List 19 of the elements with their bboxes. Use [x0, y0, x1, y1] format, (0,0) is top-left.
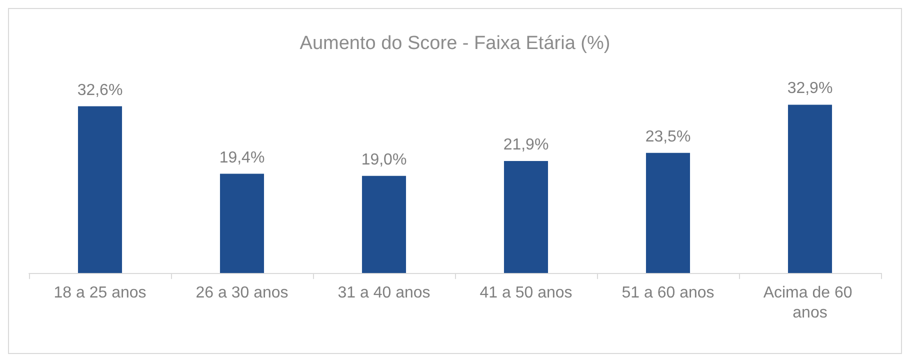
- x-tick-label: Acima de 60 anos: [763, 284, 857, 322]
- data-label: 19,4%: [219, 149, 265, 166]
- x-tick-label: 26 a 30 anos: [196, 284, 288, 302]
- chart-title: Aumento do Score - Faixa Etária (%): [300, 33, 610, 54]
- bar: [788, 104, 832, 273]
- bar: [78, 106, 122, 273]
- x-tick-label: 51 a 60 anos: [622, 284, 714, 302]
- data-label: 32,6%: [77, 82, 123, 99]
- x-tick-label: 41 a 50 anos: [480, 284, 572, 302]
- data-label: 32,9%: [787, 80, 833, 98]
- bar: [220, 174, 264, 273]
- bar: [646, 152, 690, 273]
- data-label: 19,0%: [361, 151, 407, 168]
- bar: [362, 176, 406, 273]
- data-label: 23,5%: [645, 128, 691, 146]
- x-tick-label: 31 a 40 anos: [338, 284, 430, 302]
- data-label: 21,9%: [503, 136, 549, 154]
- bar: [504, 160, 548, 273]
- x-tick-label: 18 a 25 anos: [54, 284, 146, 302]
